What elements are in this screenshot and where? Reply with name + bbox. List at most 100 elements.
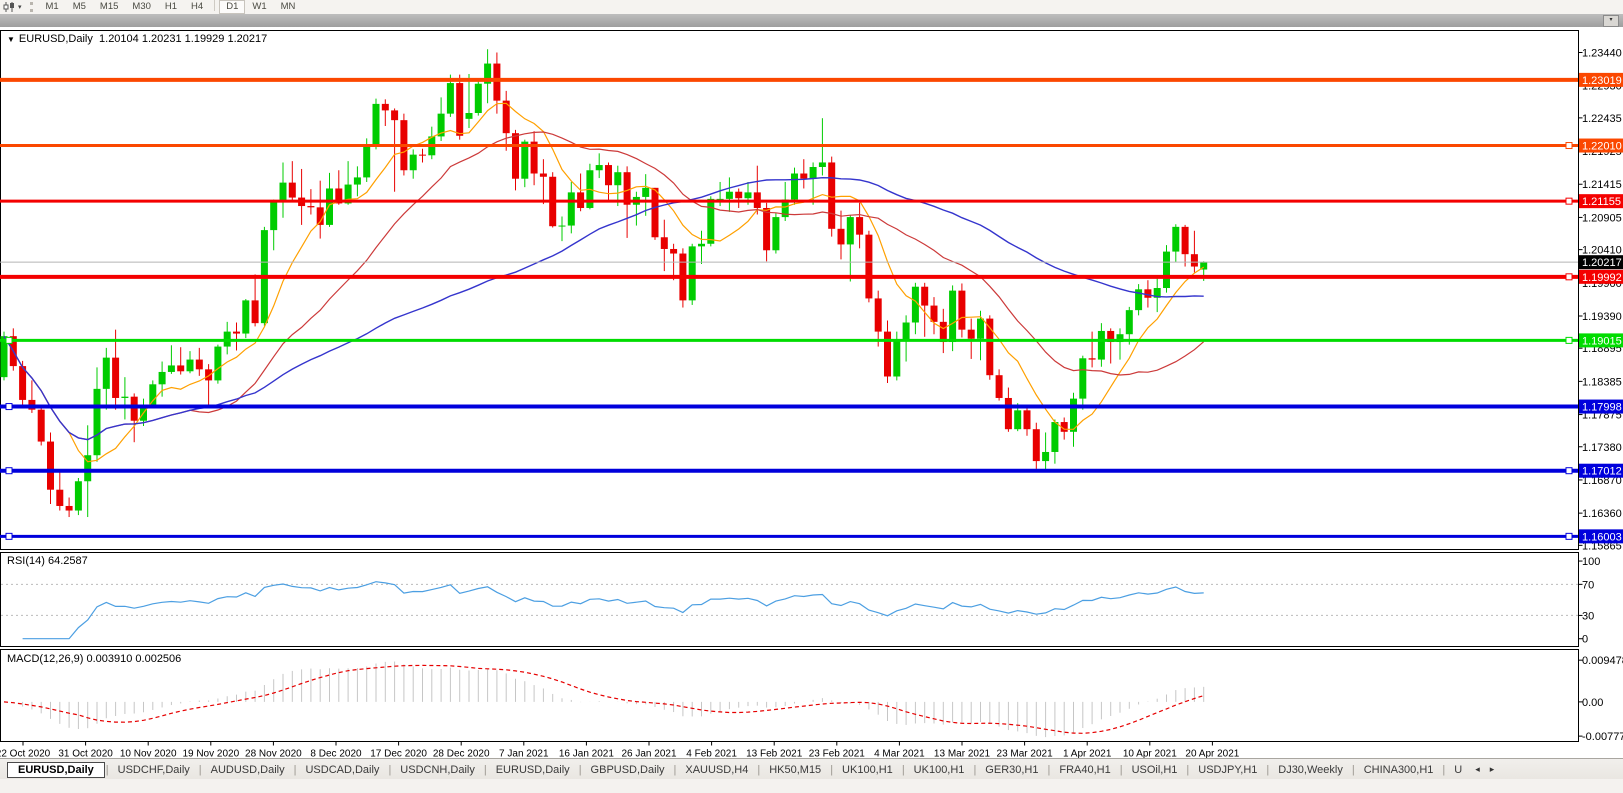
tab-separator: | [578,763,582,776]
tab-separator: | [1047,763,1051,776]
tab-audusd-daily[interactable]: AUDUSD,Daily [210,763,285,776]
tab-usoil-h1[interactable]: USOil,H1 [1131,763,1178,776]
tab-separator: | [293,763,297,776]
tab-scroll-right-button[interactable]: ▸ [1489,764,1495,774]
tab-separator: | [388,763,392,776]
price-badge: 1.19992 [1579,269,1623,284]
tab-china300-h1[interactable]: CHINA300,H1 [1363,763,1434,776]
svg-text:1.23019: 1.23019 [1582,75,1622,87]
rsi-tick-label: 70 [1582,579,1594,591]
tab-scroll-left-button[interactable]: ◂ [1475,764,1480,774]
date-tick-label: 28 Dec 2020 [433,749,490,759]
tab-separator: | [973,763,977,776]
macd-panel [3,661,1205,738]
rsi-axis: 100 70 30 0 [1578,556,1600,646]
level-handle[interactable] [5,467,13,475]
candles-layer [0,49,1208,518]
price-tick-label: 1.20905 [1582,212,1622,224]
timeframe-button-M1[interactable]: M1 [45,1,59,12]
price-badge: 1.17012 [1579,463,1623,478]
date-tick-label: 8 Dec 2020 [310,749,362,759]
tab-eurusd-daily[interactable]: EURUSD,Daily [7,761,105,778]
macd-indicator-label: MACD(12,26,9) 0.003910 0.002506 [7,653,182,665]
price-tick-label: 1.16360 [1582,508,1622,520]
tab-usdjpy-h1[interactable]: USDJPY,H1 [1198,763,1258,776]
chart-type-button[interactable]: ▾ [3,2,22,12]
level-handle[interactable] [1565,532,1573,540]
timeframe-button-M30[interactable]: M30 [132,1,151,12]
svg-text:1.21155: 1.21155 [1582,196,1621,208]
level-handle[interactable] [1565,197,1573,205]
rsi-line [22,581,1204,640]
date-tick-label: 17 Dec 2020 [370,749,427,759]
tab-usdchf-daily[interactable]: USDCHF,Daily [117,763,190,776]
date-tick-label: 28 Nov 2020 [245,749,302,759]
price-tick-label: 1.17380 [1582,442,1622,454]
tab-separator: | [1119,763,1123,776]
price-tick-label: 1.22435 [1582,113,1622,125]
macd-tick-label: 0.009478 [1582,655,1623,667]
price-badge: 1.16003 [1579,529,1623,543]
svg-text:1.17012: 1.17012 [1582,466,1622,478]
date-tick-label: 13 Feb 2021 [746,749,803,759]
timeframe-button-H1[interactable]: H1 [164,1,178,12]
level-handle[interactable] [5,403,13,411]
window-menu-button[interactable]: ▾ [1603,15,1619,27]
timeframe-toolbar: ▾ M1 M5 M15 M30 H1 H4 D1 W1 MN [0,0,1623,15]
level-handle[interactable] [1565,336,1573,344]
tab-eurusd-daily[interactable]: EURUSD,Daily [495,763,570,776]
ma-slow-line [3,176,1204,441]
timeframe-button-M5[interactable]: M5 [72,1,86,12]
chart-window: ▼ EURUSD,Daily 1.20104 1.20231 1.19929 1.… [0,27,1623,758]
svg-text:1.17998: 1.17998 [1582,402,1622,414]
tab-gbpusd-daily[interactable]: GBPUSD,Daily [590,763,665,776]
tab-usdcnh-daily[interactable]: USDCNH,Daily [400,763,475,776]
tab-separator: | [483,763,487,776]
level-handle[interactable] [5,336,13,344]
level-handle[interactable] [1565,273,1573,281]
rsi-tick-label: 30 [1582,610,1594,622]
tab-separator: | [757,763,761,776]
timeframe-button-D1[interactable]: D1 [219,0,246,14]
tab-uk100-h1[interactable]: UK100,H1 [842,763,893,776]
panel-borders [0,30,1579,742]
tab-u[interactable]: U [1454,763,1463,776]
tab-xauusd-h4[interactable]: XAUUSD,H4 [685,763,749,776]
timeframe-buttons: M1 M5 M15 M30 H1 H4 D1 W1 MN [39,0,303,14]
price-badge: 1.22010 [1579,138,1623,153]
timeframe-button-M15[interactable]: M15 [99,1,119,12]
tab-separator: | [105,763,109,776]
svg-text:1.16003: 1.16003 [1582,531,1622,543]
date-tick-label: 10 Apr 2021 [1123,749,1177,759]
macd-axis: 0.009478 0.00 -0.007778 [1578,655,1623,743]
tab-dj30-weekly[interactable]: DJ30,Weekly [1278,763,1343,776]
chart-canvas[interactable]: 1.234401.229301.224351.219251.214151.209… [0,27,1623,758]
date-tick-label: 1 Apr 2021 [1063,749,1112,759]
date-tick-label: 4 Mar 2021 [874,749,925,759]
tab-usdcad-daily[interactable]: USDCAD,Daily [305,763,380,776]
candlestick-chart-icon [3,2,14,12]
price-tick-label: 1.16870 [1582,475,1622,487]
tab-ger30-h1[interactable]: GER30,H1 [985,763,1039,776]
macd-tick-label: -0.007778 [1582,731,1623,743]
tab-separator: | [1266,763,1270,776]
tab-separator: | [1186,763,1190,776]
level-handle[interactable] [5,532,13,540]
timeframe-button-W1[interactable]: W1 [252,1,267,12]
toolbar-grip-handle[interactable] [29,2,33,12]
symbol-label: EURUSD,Daily [18,33,93,45]
date-tick-label: 22 Oct 2020 [0,749,51,759]
tab-hk50-m15[interactable]: HK50,M15 [769,763,822,776]
level-handle[interactable] [1565,142,1573,150]
tab-fra40-h1[interactable]: FRA40,H1 [1059,763,1111,776]
price-badge: 1.20217 [1579,255,1623,270]
tab-uk100-h1[interactable]: UK100,H1 [913,763,965,776]
timeframe-button-MN[interactable]: MN [280,1,296,12]
svg-text:1.19992: 1.19992 [1582,272,1622,284]
tab-separator: | [1351,763,1355,776]
level-handle[interactable] [1565,467,1573,475]
collapse-triangle-icon[interactable]: ▼ [7,35,15,44]
price-badge: 1.19015 [1579,333,1623,348]
timeframe-button-H4[interactable]: H4 [191,1,204,12]
